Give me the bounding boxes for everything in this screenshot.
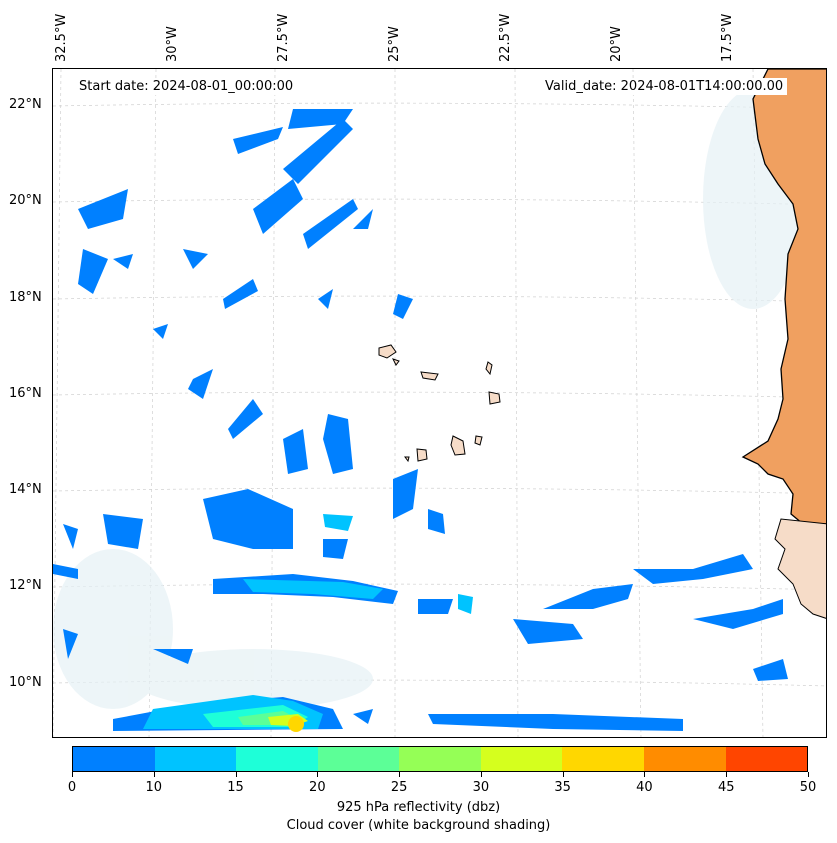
colorbar-title: 925 hPa reflectivity (dbz) — [336, 800, 501, 815]
colorbar-tick-label: 20 — [309, 780, 326, 795]
colorbar-tick-label: 15 — [227, 780, 244, 795]
map-panel — [52, 68, 827, 738]
colorbar-tick — [72, 772, 73, 777]
cloud-haze — [53, 89, 803, 709]
lat-label-12n: 12°N — [9, 578, 42, 593]
lat-label-18n: 18°N — [9, 290, 42, 305]
colorbar-tick — [644, 772, 646, 777]
lon-label-25w: 25°W — [387, 26, 402, 62]
colorbar-tick-label: 35 — [554, 780, 571, 795]
colorbar-segment — [562, 747, 644, 771]
lon-label-20w: 20°W — [609, 26, 624, 62]
start-date-label: Start date: 2024-08-01_00:00:00 — [75, 78, 298, 95]
colorbar-tick-label: 40 — [636, 780, 653, 795]
colorbar-tick — [317, 772, 319, 777]
lat-label-14n: 14°N — [9, 482, 42, 497]
colorbar-segment — [236, 747, 318, 771]
colorbar-tick-label: 10 — [145, 780, 163, 795]
colorbar-segment — [399, 747, 481, 771]
colorbar-segment — [154, 747, 237, 771]
colorbar-tick-label: 0 — [67, 780, 77, 795]
valid-date-label: Valid_date: 2024-08-01T14:00:00.00 — [541, 78, 788, 95]
colorbar-tick — [399, 772, 401, 777]
lat-label-10n: 10°N — [9, 675, 42, 690]
lon-label-30w: 30°W — [165, 26, 180, 62]
lon-label-27-5w: 27.5°W — [276, 13, 291, 62]
reflectivity-mid — [143, 514, 473, 732]
map-canvas — [53, 69, 826, 737]
colorbar-segment — [643, 747, 726, 771]
colorbar-tick — [235, 772, 237, 777]
colorbar-segment — [73, 747, 155, 771]
lon-label-22-5w: 22.5°W — [498, 13, 513, 62]
lon-label-17-5w: 17.5°W — [720, 13, 735, 62]
lon-label-32-5w: 32.5°W — [54, 13, 69, 62]
colorbar-tick-label: 30 — [472, 780, 490, 795]
colorbar-tick — [726, 772, 728, 777]
colorbar-tick — [153, 772, 155, 777]
colorbar-tick-label: 45 — [717, 780, 735, 795]
colorbar-segment — [725, 747, 808, 771]
colorbar — [72, 746, 808, 772]
colorbar-subtitle: Cloud cover (white background shading) — [286, 818, 551, 833]
lat-label-16n: 16°N — [9, 386, 42, 401]
african-coast-land — [741, 69, 826, 525]
coast-south-land — [774, 518, 826, 619]
colorbar-segment — [480, 747, 563, 771]
lat-label-22n: 22°N — [9, 97, 42, 112]
colorbar-tick-label: 25 — [390, 780, 408, 795]
cape-verde-islands — [378, 344, 501, 463]
colorbar-tick-label: 50 — [799, 780, 817, 795]
lat-label-20n: 20°N — [9, 193, 42, 208]
colorbar-tick — [808, 772, 809, 777]
colorbar-tick — [562, 772, 564, 777]
colorbar-tick — [480, 772, 482, 777]
colorbar-segment — [317, 747, 400, 771]
